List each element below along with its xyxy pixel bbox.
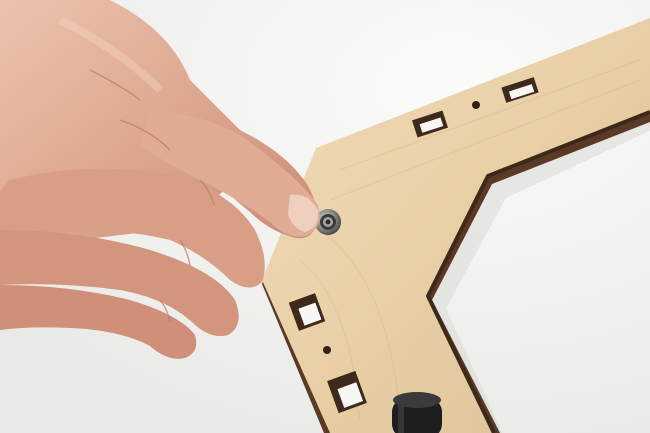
hole-left (323, 346, 331, 354)
hand (0, 0, 320, 359)
little-finger (0, 285, 197, 359)
hole-top (472, 101, 480, 109)
index-finger (140, 110, 320, 237)
ring-finger (0, 230, 239, 337)
bearing (315, 209, 341, 235)
skin-creases (89, 69, 215, 323)
plywood-inner-edge-highlight (425, 110, 650, 433)
plywood-slots (288, 77, 539, 414)
fingernail (288, 194, 319, 232)
middle-finger (0, 168, 265, 288)
black-knob (392, 392, 442, 433)
plywood-frame (262, 18, 650, 433)
